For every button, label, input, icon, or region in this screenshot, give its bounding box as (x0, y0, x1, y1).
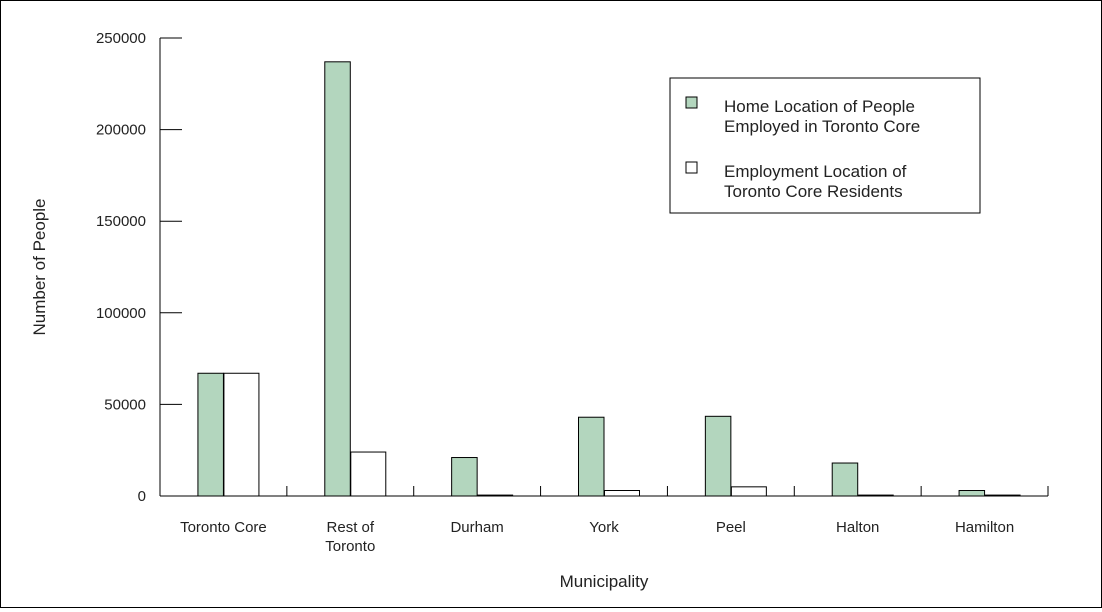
bar-employment-location (477, 494, 514, 497)
bar-home-location (704, 415, 732, 497)
x-tick-label: Halton (836, 519, 879, 536)
x-ticks (286, 486, 1049, 496)
bar-home-location (197, 372, 224, 497)
y-tick-label: 50000 (104, 396, 146, 413)
legend-swatch (685, 96, 698, 109)
legend-label: Home Location of People (724, 97, 915, 116)
legend-label: Employed in Toronto Core (724, 117, 920, 136)
bar-home-location (451, 457, 478, 497)
bar-home-location (324, 61, 351, 497)
bar-employment-location (223, 372, 260, 497)
bar-employment-location (350, 451, 387, 497)
y-tick-label: 200000 (96, 122, 146, 139)
legend-label: Employment Location of (724, 162, 907, 181)
y-tick-label: 0 (138, 488, 146, 505)
legend-label: Toronto Core Residents (724, 182, 903, 201)
x-tick-label: Peel (716, 519, 746, 536)
bar-employment-location (857, 494, 894, 497)
bar-employment-location (604, 490, 640, 497)
y-tick-label: 250000 (96, 30, 146, 47)
bar-home-location (831, 462, 859, 497)
x-tick-label: Hamilton (955, 519, 1014, 536)
legend-box (669, 77, 981, 214)
x-tick-label: Toronto (325, 538, 375, 555)
y-tick-label: 100000 (96, 305, 146, 322)
legend-swatch (685, 161, 698, 174)
bar-employment-location (984, 494, 1021, 497)
x-tick-label: Toronto Core (180, 519, 267, 536)
x-tick-label: Durham (450, 519, 503, 536)
y-axis-title: Number of People (30, 198, 49, 335)
x-tick-label: York (589, 519, 619, 536)
x-axis-title: Municipality (560, 572, 649, 591)
bars (197, 61, 1021, 497)
y-tick-label: 150000 (96, 213, 146, 230)
x-tick-label: Rest of (327, 519, 375, 536)
x-tick-labels: Toronto Core Rest of Toronto Durham York Peel… (180, 519, 1014, 555)
y-ticks: 0 50000 100000 150000 200000 250000 (96, 30, 182, 505)
bar-employment-location (730, 486, 767, 497)
bar-home-location (578, 416, 605, 497)
bar-home-location (958, 490, 986, 497)
